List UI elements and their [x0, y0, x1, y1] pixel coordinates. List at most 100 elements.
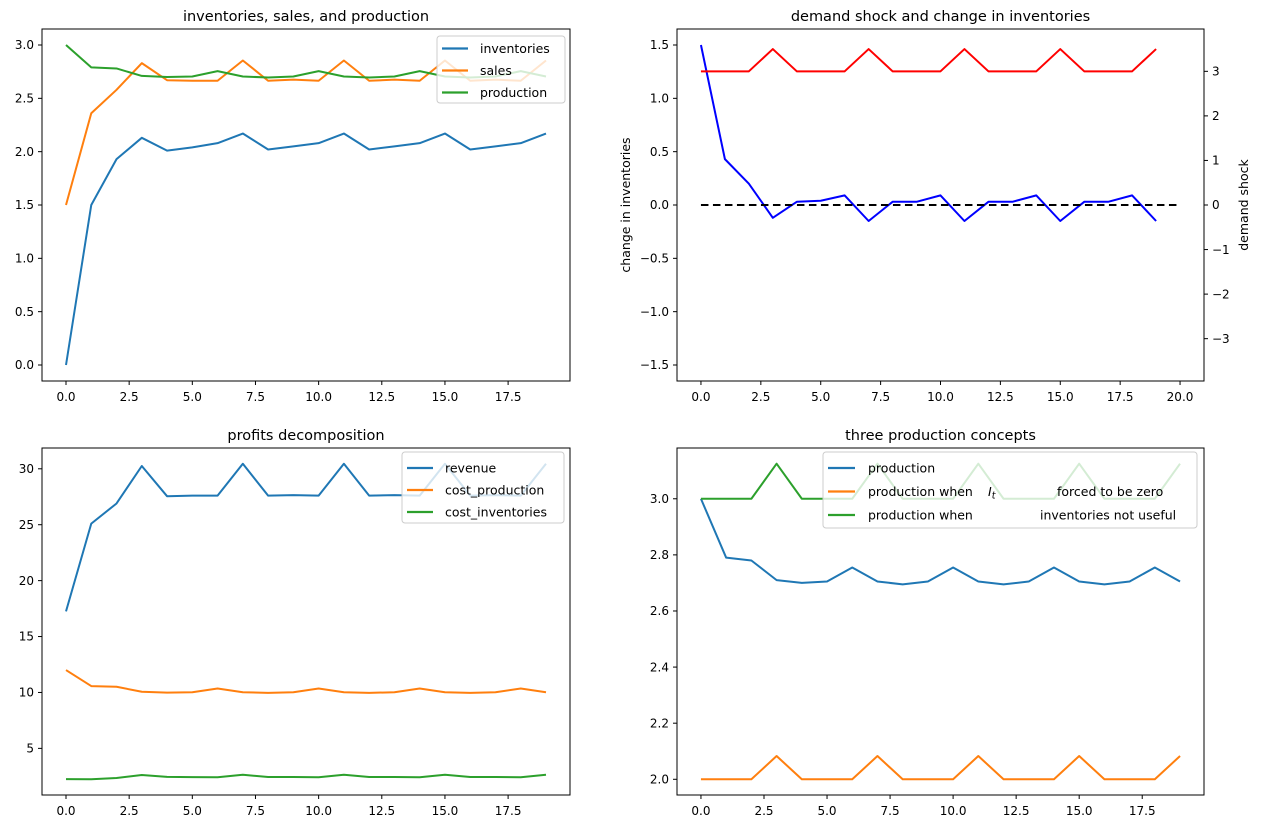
line-inventories — [65, 132, 547, 366]
line-demand-shock — [700, 48, 1157, 73]
legend-entry: production when inventories not useful — [828, 508, 1176, 523]
x-tick-label: 15.0 — [432, 390, 459, 404]
legend: production production when It forced to be … — [822, 451, 1198, 529]
y-tick-label: 0.0 — [15, 358, 34, 372]
y-tick-label: −0.5 — [640, 252, 669, 266]
line-cost-inventories — [65, 773, 547, 781]
legend-entry: sales — [442, 63, 512, 78]
y-axis-label-right: demand shock — [1236, 159, 1251, 251]
legend-label-segment: inventories not useful — [1040, 508, 1176, 523]
legend-label-segment: t — [992, 491, 997, 502]
x-tick-label: 7.5 — [881, 804, 900, 818]
x-tick-label: 0.0 — [691, 804, 710, 818]
y-tick-label: 0.0 — [650, 198, 669, 212]
legend-label: cost_production — [445, 483, 544, 498]
chart-title: three production concepts — [845, 428, 1036, 444]
y-tick-label: 3.0 — [15, 38, 34, 52]
x-tick-label: 10.0 — [927, 390, 954, 404]
y-tick-label: 0.5 — [15, 305, 34, 319]
y-tick-label: 1.5 — [15, 198, 34, 212]
x-tick-label: 2.5 — [754, 804, 773, 818]
y-tick-label: 1.0 — [15, 252, 34, 266]
legend-label-segment: production when — [868, 508, 973, 523]
y-tick-label: 2.8 — [650, 548, 669, 562]
y-tick-label: 1.5 — [650, 38, 669, 52]
legend-label-segment: I — [988, 484, 992, 499]
x-tick-label: 15.0 — [432, 804, 459, 818]
y-tick-label: 15 — [19, 630, 34, 644]
x-tick-label: 5.0 — [183, 804, 202, 818]
x-tick-label: 0.0 — [56, 804, 75, 818]
legend-entry: production — [828, 461, 935, 476]
legend-label-segment: forced to be zero — [1057, 484, 1163, 499]
legend-label-segment: sales — [480, 63, 512, 78]
legend-label-segment: revenue — [445, 461, 496, 476]
x-tick-label: 0.0 — [691, 390, 710, 404]
panel-demand-shock-change-in-inventories: 0.0 2.5 5.0 7.5 10.0 12.5 15.0 17.5 20.0−1.5−1.0… — [618, 9, 1251, 404]
x-tick-label: 12.5 — [987, 390, 1014, 404]
line-production-when-i-t-forced-to-be-zero — [700, 755, 1181, 781]
legend-label-segment: production — [868, 461, 935, 476]
x-tick-label: 15.0 — [1066, 804, 1093, 818]
x-tick-label: 17.5 — [495, 804, 522, 818]
x-tick-label: 5.0 — [817, 804, 836, 818]
axes-frame — [41, 447, 571, 796]
x-tick-label: 7.5 — [871, 390, 890, 404]
y2-tick-label: 3 — [1212, 65, 1220, 79]
x-tick-label: 12.5 — [368, 390, 395, 404]
x-tick-label: 5.0 — [183, 390, 202, 404]
x-tick-label: 2.5 — [120, 804, 139, 818]
legend-box — [436, 35, 566, 104]
legend-entry: inventories — [442, 41, 550, 56]
legend-label: sales — [480, 63, 512, 78]
x-tick-label: 7.5 — [246, 804, 265, 818]
x-tick-label: 10.0 — [305, 804, 332, 818]
y2-tick-label: 2 — [1212, 109, 1220, 123]
x-tick-label: 17.5 — [1129, 804, 1156, 818]
legend-entry: cost_production — [407, 483, 544, 498]
x-tick-label: 10.0 — [940, 804, 967, 818]
y2-tick-label: 1 — [1212, 154, 1220, 168]
y-tick-label: 3.0 — [650, 492, 669, 506]
x-tick-label: 2.5 — [120, 390, 139, 404]
y-tick-label: 0.5 — [650, 145, 669, 159]
legend-label: inventories — [480, 41, 550, 56]
line-production — [700, 498, 1181, 586]
y2-tick-label: 0 — [1212, 198, 1220, 212]
y-tick-label: 2.2 — [650, 716, 669, 730]
y-tick-label: −1.5 — [640, 358, 669, 372]
y-tick-label: 5 — [26, 742, 34, 756]
y-tick-label: 2.0 — [650, 772, 669, 786]
legend-entry: revenue — [407, 461, 496, 476]
line-cost-production — [65, 669, 547, 694]
y-tick-label: 2.0 — [15, 145, 34, 159]
chart-title: inventories, sales, and production — [183, 9, 429, 25]
y-tick-label: −1.0 — [640, 305, 669, 319]
panel-three-production-concepts: 0.0 2.5 5.0 7.5 10.0 12.5 15.0 17.5 2.0 2.2 2.4 2.6… — [650, 428, 1205, 818]
legend-box — [822, 451, 1198, 529]
y-tick-label: 10 — [19, 686, 34, 700]
y-tick-label: 20 — [19, 574, 34, 588]
y-axis-label-left: change in inventories — [618, 137, 633, 272]
legend-entry: production — [442, 85, 547, 100]
panel-inventories-sales-production: 0.0 2.5 5.0 7.5 10.0 12.5 15.0 17.5 0.0 0.5 1.0 1.5… — [15, 9, 571, 404]
y2-tick-label: −3 — [1212, 332, 1230, 346]
x-tick-label: 12.5 — [368, 804, 395, 818]
x-tick-label: 5.0 — [811, 390, 830, 404]
legend-label: production when inventories not useful — [868, 508, 1176, 523]
chart-title: profits decomposition — [227, 428, 384, 444]
legend-label: revenue — [445, 461, 496, 476]
axes-frame — [676, 447, 1205, 796]
legend-entry: production when It forced to be zero — [828, 484, 1163, 502]
legend-label-segment: cost_inventories — [445, 505, 547, 520]
x-tick-label: 0.0 — [56, 390, 75, 404]
x-tick-label: 20.0 — [1167, 390, 1194, 404]
chart-title: demand shock and change in inventories — [791, 9, 1090, 25]
legend-label-segment: production — [480, 85, 547, 100]
y-tick-label: 2.4 — [650, 660, 669, 674]
legend-label: production — [480, 85, 547, 100]
y-tick-label: 1.0 — [650, 92, 669, 106]
x-tick-label: 17.5 — [1107, 390, 1134, 404]
